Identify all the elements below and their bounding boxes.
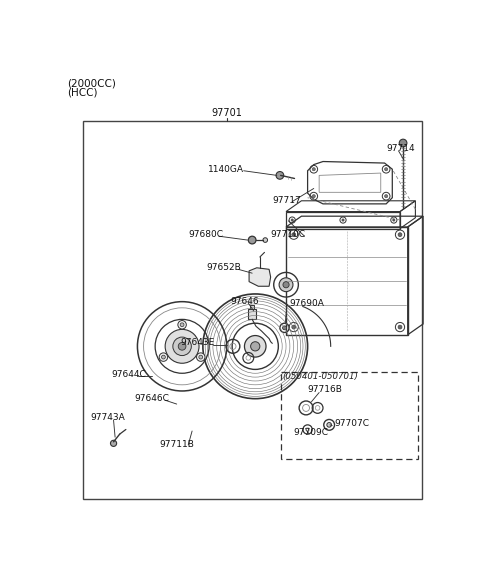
- Circle shape: [312, 168, 315, 170]
- Circle shape: [292, 325, 296, 329]
- Text: 1140GA: 1140GA: [207, 165, 243, 174]
- Circle shape: [398, 233, 402, 237]
- Circle shape: [393, 219, 395, 221]
- Circle shape: [283, 282, 289, 288]
- Circle shape: [312, 195, 315, 198]
- Circle shape: [327, 423, 332, 427]
- Circle shape: [279, 278, 293, 291]
- Bar: [250, 305, 254, 309]
- Text: 97710C: 97710C: [271, 230, 306, 239]
- Circle shape: [251, 342, 260, 351]
- Circle shape: [384, 195, 388, 198]
- Circle shape: [165, 329, 199, 363]
- Circle shape: [399, 139, 407, 147]
- Bar: [281, 373, 418, 458]
- Text: 97711B: 97711B: [160, 439, 194, 449]
- Text: 97716B: 97716B: [308, 385, 342, 394]
- Text: 97652B: 97652B: [206, 263, 240, 272]
- Circle shape: [196, 353, 205, 361]
- Text: 97707C: 97707C: [335, 419, 370, 428]
- Circle shape: [178, 343, 186, 350]
- Text: 97646: 97646: [230, 297, 259, 306]
- Text: 97644C: 97644C: [111, 370, 146, 378]
- Circle shape: [199, 355, 203, 359]
- Text: 97709C: 97709C: [294, 428, 329, 437]
- Text: (2000CC): (2000CC): [67, 78, 116, 88]
- Circle shape: [398, 325, 402, 329]
- Circle shape: [292, 233, 296, 237]
- Circle shape: [178, 320, 186, 329]
- Bar: [248, 309, 256, 319]
- Circle shape: [384, 168, 388, 170]
- Circle shape: [342, 219, 344, 221]
- Circle shape: [276, 172, 284, 179]
- Text: 97714: 97714: [386, 144, 415, 153]
- Circle shape: [291, 219, 293, 221]
- Circle shape: [263, 238, 267, 242]
- Text: (050401-050701): (050401-050701): [282, 372, 358, 381]
- Text: 97646C: 97646C: [134, 394, 169, 403]
- Circle shape: [248, 236, 256, 244]
- Circle shape: [244, 336, 266, 357]
- Circle shape: [159, 353, 168, 361]
- Text: 97690A: 97690A: [289, 299, 324, 308]
- Text: 97643E: 97643E: [180, 338, 215, 347]
- Text: 97717: 97717: [272, 195, 301, 204]
- Text: 97701: 97701: [211, 108, 242, 118]
- Polygon shape: [249, 268, 271, 286]
- Bar: [83, 122, 421, 499]
- Text: 97743A: 97743A: [90, 414, 125, 422]
- Circle shape: [180, 323, 184, 327]
- Text: (HCC): (HCC): [67, 88, 98, 97]
- Circle shape: [173, 337, 192, 355]
- Circle shape: [283, 326, 287, 330]
- Circle shape: [161, 355, 165, 359]
- Circle shape: [110, 440, 117, 446]
- Text: 97680C: 97680C: [188, 230, 223, 239]
